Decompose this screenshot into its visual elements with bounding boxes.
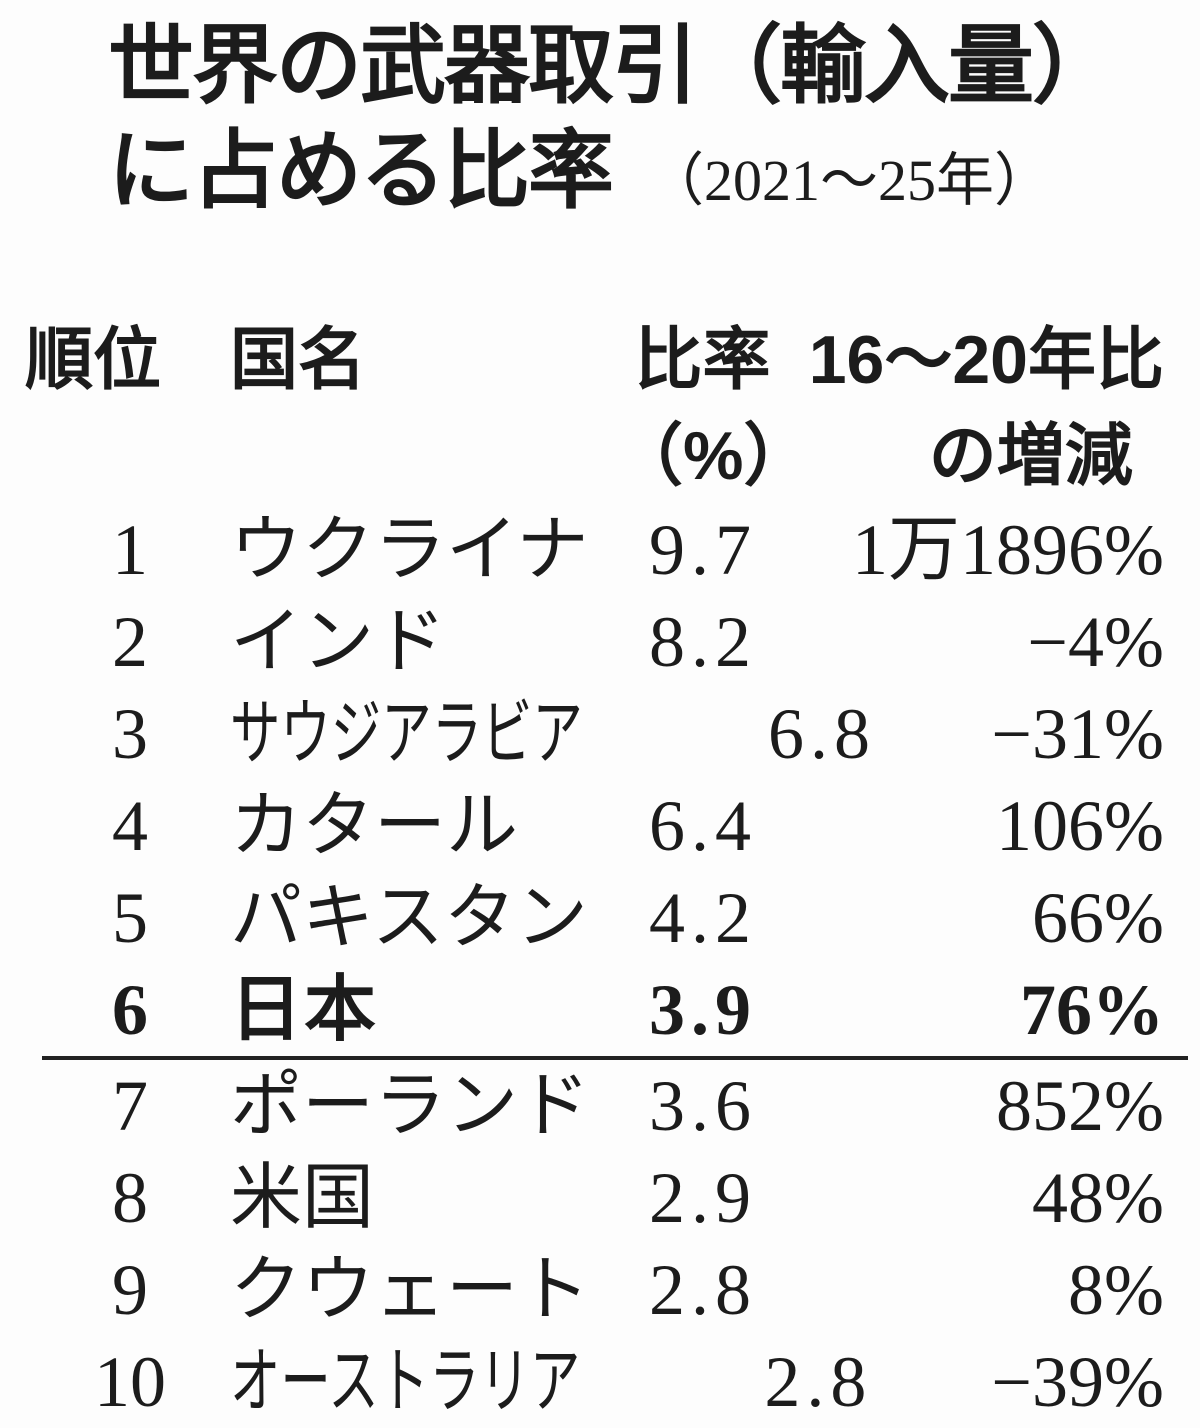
page-title-line1: 世界の武器取引（輸入量） — [108, 18, 1118, 114]
country-cell: パキスタン — [230, 878, 588, 958]
rank-cell: 10 — [94, 1342, 166, 1422]
table-row: 1 ウクライナ 9.7 1万1896% — [0, 504, 1200, 596]
header-rank: 順位 — [25, 322, 162, 398]
country-cell: クウェート — [230, 1250, 591, 1330]
change-cell: −4% — [1027, 602, 1164, 682]
header-change: 16～20年比 — [808, 322, 1164, 398]
header-change-sub: の増減 — [928, 418, 1133, 494]
table-header-line1: 順位 国名 比率 16～20年比 — [0, 320, 1200, 400]
rank-cell: 6 — [112, 970, 148, 1050]
title-period-label: （2021～25年） — [646, 147, 1053, 213]
rank-cell: 2 — [112, 602, 148, 682]
rank-group-divider — [42, 1056, 1188, 1060]
change-cell: 852% — [996, 1066, 1164, 1146]
country-cell: ポーランド — [230, 1066, 591, 1146]
page-title-line2: に占める比率 — [108, 122, 614, 219]
header-country: 国名 — [230, 322, 367, 398]
country-cell: カタール — [230, 786, 519, 866]
country-cell: オーストラリア — [230, 1342, 581, 1422]
rank-cell: 8 — [112, 1158, 148, 1238]
table-row: 2 インド 8.2 −4% — [0, 596, 1200, 688]
ratio-cell: 3.6 — [649, 1066, 757, 1146]
change-cell: 48% — [1032, 1158, 1164, 1238]
ratio-cell: 6.4 — [649, 786, 757, 866]
ratio-cell: 2.8 — [649, 1250, 757, 1330]
ratio-cell: 8.2 — [649, 602, 757, 682]
page-title-row2: に占める比率 （2021～25年） — [108, 119, 1190, 224]
country-cell: ウクライナ — [230, 510, 589, 590]
header-spacer — [0, 416, 615, 496]
title-block: 世界の武器取引（輸入量） に占める比率 （2021～25年） — [108, 14, 1190, 224]
ratio-cell: 6.8 — [768, 694, 877, 774]
rank-cell: 3 — [112, 694, 148, 774]
change-cell: 106% — [996, 786, 1164, 866]
ratio-cell: 2.8 — [764, 1342, 873, 1422]
header-ratio: 比率 — [634, 322, 771, 398]
change-cell: 66% — [1032, 878, 1164, 958]
table-row: 5 パキスタン 4.2 66% — [0, 872, 1200, 964]
table-row: 6 日本 3.9 76% — [0, 964, 1200, 1056]
change-cell: −39% — [991, 1342, 1164, 1422]
table-row: 9 クウェート 2.8 8% — [0, 1244, 1200, 1336]
rank-cell: 4 — [112, 786, 148, 866]
change-cell: 8% — [1068, 1250, 1164, 1330]
country-cell: サウジアラビア — [230, 694, 583, 774]
ratio-cell: 9.7 — [649, 510, 757, 590]
rank-cell: 7 — [112, 1066, 148, 1146]
table-row: 10 オーストラリア 2.8 −39% — [0, 1336, 1200, 1428]
table-row: 3 サウジアラビア 6.8 −31% — [0, 688, 1200, 780]
ratio-cell: 2.9 — [649, 1158, 757, 1238]
rank-cell: 1 — [112, 510, 148, 590]
change-cell: 76% — [1020, 970, 1164, 1050]
change-cell: 1万1896% — [852, 510, 1164, 590]
country-cell: 日本 — [230, 970, 379, 1050]
table-body: 1 ウクライナ 9.7 1万1896% 2 インド 8.2 −4% 3 サウジア… — [0, 504, 1200, 1428]
header-ratio-unit: （%） — [615, 418, 812, 494]
rank-cell: 9 — [112, 1250, 148, 1330]
change-cell: −31% — [991, 694, 1164, 774]
table-header-line2: （%） の増減 — [0, 416, 1200, 496]
rank-cell: 5 — [112, 878, 148, 958]
country-cell: 米国 — [230, 1158, 375, 1238]
ratio-cell: 4.2 — [649, 878, 757, 958]
ratio-cell: 3.9 — [649, 970, 757, 1050]
table-row: 7 ポーランド 3.6 852% — [0, 1060, 1200, 1152]
table-row: 4 カタール 6.4 106% — [0, 780, 1200, 872]
table-row: 8 米国 2.9 48% — [0, 1152, 1200, 1244]
country-cell: インド — [230, 602, 447, 682]
